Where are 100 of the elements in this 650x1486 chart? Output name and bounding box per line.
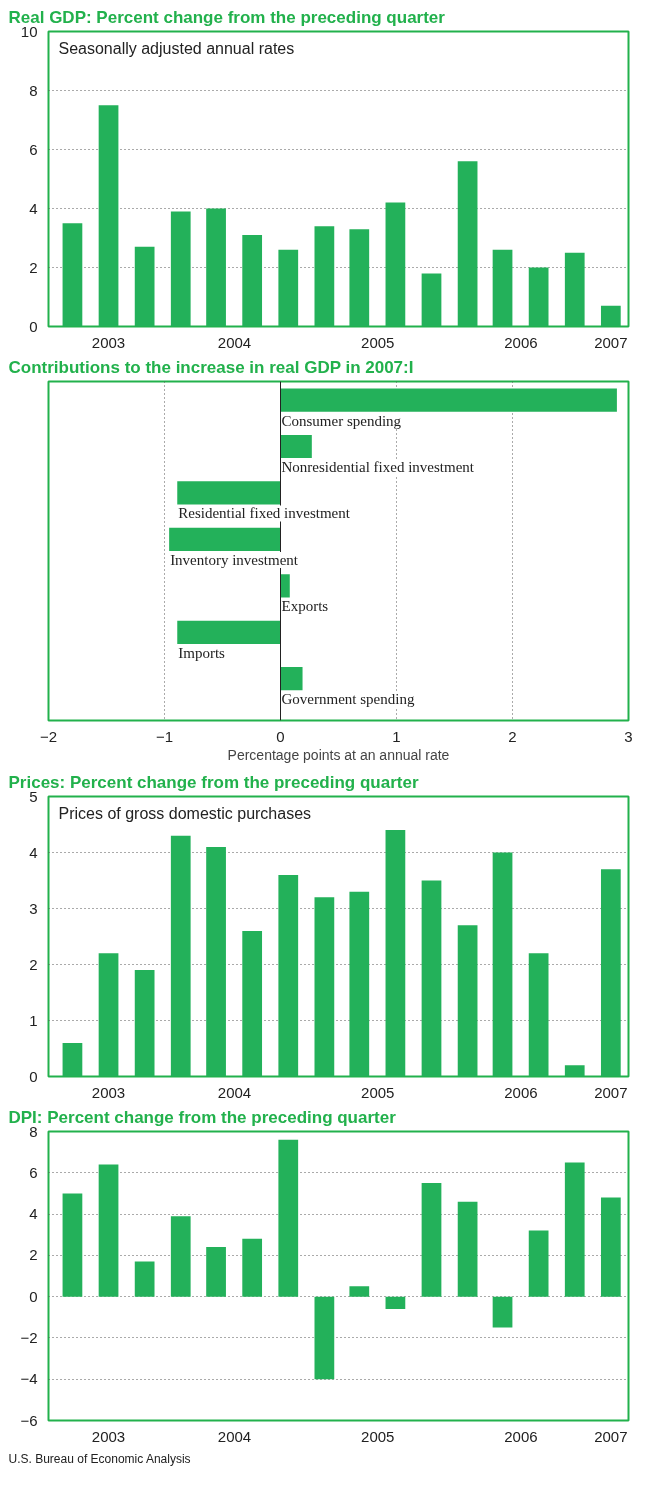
bar [421,273,442,327]
bar [349,891,370,1077]
y-tick-label: 2 [29,955,38,973]
y-tick-label: Consumer spending [281,412,402,429]
bar [457,161,478,327]
y-tick-label: 4 [29,1205,38,1223]
bar [492,1296,513,1328]
x-tick-label: 2006 [504,1427,538,1445]
y-tick-label: Imports [178,644,226,661]
bar [385,830,406,1077]
bar [170,1216,191,1297]
bar [278,249,299,327]
bar [278,1139,299,1297]
bar [280,667,303,691]
x-tick-label: 2007 [594,1083,628,1101]
y-tick-label: 3 [29,899,38,917]
bar [564,1162,585,1297]
y-tick-label: 4 [29,199,38,217]
x-tick-label: 2007 [594,333,628,351]
bar [98,953,119,1077]
bar [169,527,281,551]
bar [177,620,281,644]
x-tick-label: 1 [392,727,401,745]
x-tick-label: 2005 [361,1083,395,1101]
bar [280,388,617,412]
bar [134,1261,155,1297]
y-tick-label: 2 [29,258,38,276]
bar [177,481,281,505]
bar [492,249,513,327]
bar [314,1296,335,1380]
bar [421,880,442,1077]
bar [170,835,191,1077]
y-tick-label: Inventory investment [170,551,299,568]
bar [206,846,226,1077]
bar [528,1230,549,1297]
x-tick-label: 2007 [594,1427,628,1445]
bar [385,202,406,327]
y-tick-label: 0 [29,1287,38,1305]
bar [280,434,312,459]
bar [457,1201,478,1297]
y-tick-label: 6 [29,140,38,158]
bar [62,1042,83,1077]
bar [242,1238,263,1297]
y-tick-label: 8 [29,81,38,99]
bar [385,1296,406,1310]
x-tick-label: 2006 [504,1083,538,1101]
bar [280,574,290,598]
bar [98,1164,119,1297]
bar [349,1286,370,1297]
y-tick-label: 2 [29,1246,38,1264]
y-tick-label: 4 [29,843,38,861]
y-tick-label: 6 [29,1163,38,1181]
bar [134,246,155,327]
bar [242,930,263,1077]
bar [242,235,263,327]
x-tick-label: 2006 [504,333,538,351]
bar [492,852,513,1077]
chart-title: Contributions to the increase in real GDP in 2007:I [8,357,414,377]
bar [98,105,119,327]
text: Prices of gross domestic purchases [58,804,312,822]
bar [528,953,549,1077]
bar [528,267,549,327]
x-tick-label: 2 [508,727,517,745]
x-tick-label: 2004 [217,1083,252,1101]
bar [314,897,335,1077]
bar [206,1247,226,1297]
x-tick-label: 2004 [217,333,252,351]
bar [600,869,621,1077]
bar [170,211,191,327]
y-tick-label: Residential fixed investment [178,505,351,522]
bar [62,1193,83,1297]
y-tick-label: Nonresidential fixed investment [281,459,475,476]
x-tick-label: 2003 [91,333,126,351]
y-tick-label: Government spending [281,691,415,708]
bar [600,1197,621,1297]
text: U.S. Bureau of Economic Analysis [8,1451,191,1466]
text: Seasonally adjusted annual rates [58,39,295,57]
bar [564,1065,585,1077]
x-tick-label: 2005 [361,1427,395,1445]
y-tick-label: Exports [281,598,329,615]
y-tick-label: −4 [20,1370,38,1388]
y-tick-label: 0 [29,1067,38,1085]
bar [600,305,621,327]
bar [349,229,370,327]
bar [457,925,478,1077]
x-tick-label: 3 [624,727,633,745]
bar [206,208,226,327]
y-tick-label: 0 [29,317,38,335]
bar [314,226,335,327]
x-tick-label: 2003 [91,1427,126,1445]
bar [62,223,83,327]
y-tick-label: −6 [20,1411,38,1429]
bar [278,874,299,1077]
bar [421,1183,442,1297]
x-axis-title: Percentage points at an annual rate [227,746,450,763]
y-tick-label: 1 [29,1011,38,1029]
x-tick-label: −1 [155,727,174,745]
x-tick-label: 2005 [361,333,395,351]
x-tick-label: 2003 [91,1083,126,1101]
bar [134,970,155,1077]
